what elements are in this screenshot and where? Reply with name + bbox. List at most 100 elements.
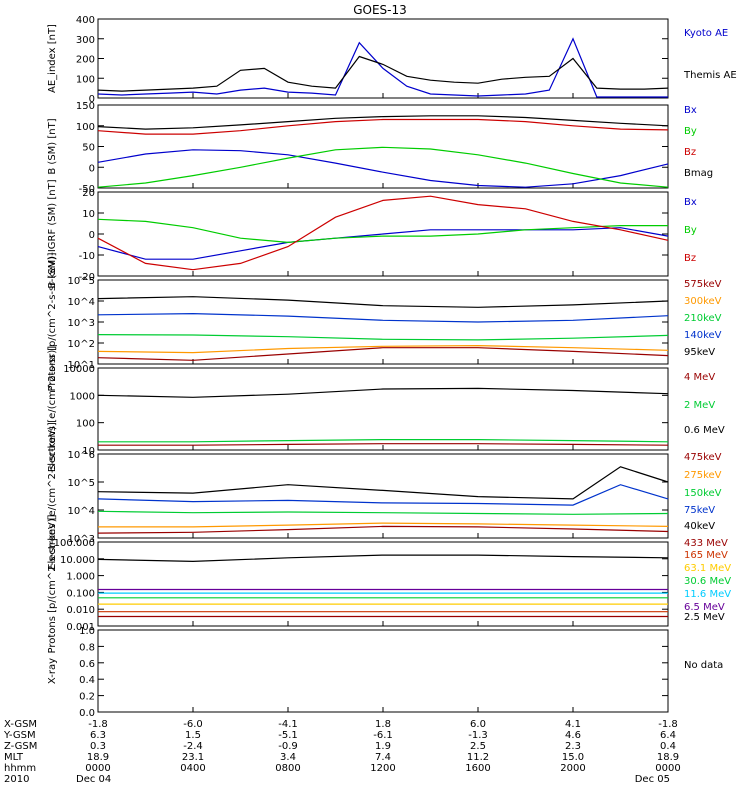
panel-8: 0.0 0.2 0.4 0.6 0.8 1.0 X-ray No data: [47, 626, 723, 719]
series-line-150kev: [97, 510, 669, 515]
x-axis-value: 2.3: [565, 741, 581, 752]
series-line-210kev: [97, 334, 669, 341]
series-line-475kev: [97, 525, 669, 534]
y-tick-label: 10.000: [60, 555, 95, 566]
series-line-140kev: [97, 312, 669, 323]
series-line-bx: [97, 227, 669, 260]
y-axis-label: B (SM)-IGRF (SM) [nT]: [47, 179, 58, 288]
x-axis-row-label: 2010: [4, 774, 29, 785]
x-axis-value: 2000: [560, 763, 585, 774]
series-line-bz: [97, 195, 669, 271]
y-tick-label: 10000: [63, 364, 95, 375]
legend-label: 95keV: [684, 347, 715, 358]
x-axis-value: 3.4: [280, 752, 296, 763]
series-line-by: [97, 146, 669, 188]
y-tick-label: -50: [79, 184, 95, 195]
legend-label: 433 MeV: [684, 538, 728, 549]
y-tick-label: 0.4: [79, 675, 95, 686]
x-axis-value: 11.2: [467, 752, 489, 763]
y-axis-label: B (SM) [nT]: [47, 118, 58, 174]
panel-frame: [97, 629, 669, 713]
panel-7: 0.001 0.010 0.100 1.000 10.000 100.000Protons…: [47, 514, 731, 653]
series-line-275kev: [98, 522, 669, 528]
legend-label: 475keV: [684, 452, 722, 463]
y-axis-label: X-ray: [47, 658, 58, 684]
series-line-themis-ae: [97, 55, 669, 92]
x-axis-value: 15.0: [562, 752, 584, 763]
series-line-0-6-mev: [97, 387, 669, 398]
legend-label: Bmag: [684, 168, 713, 179]
panel-6: 10^3 10^4 10^5 10^6 Electrons [e/(cm^2-s-sr-…: [47, 422, 722, 570]
x-axis-value: 1200: [370, 763, 395, 774]
y-tick-label: 100.000: [54, 538, 95, 549]
series-line-75kev: [97, 484, 669, 506]
y-tick-label: 10^5: [68, 276, 95, 287]
legend-label: 4 MeV: [684, 372, 715, 383]
legend-label: 275keV: [684, 470, 722, 481]
figure-title: GOES-13: [353, 3, 407, 17]
y-tick-label: 100: [76, 122, 95, 133]
x-axis-value: 6.0: [470, 719, 486, 730]
legend-label: 0.6 MeV: [684, 425, 725, 436]
x-axis-value: 6.3: [90, 730, 106, 741]
y-tick-label: 200: [76, 55, 95, 66]
x-axis-table: X-GSMY-GSMZ-GSMMLThhmm2010-1.86.30.318.9…: [3, 719, 681, 785]
y-tick-label: 0.0: [79, 708, 95, 719]
series-line-by: [97, 218, 668, 244]
x-axis-value: 4.1: [565, 719, 581, 730]
y-tick-label: 0.8: [79, 642, 95, 653]
legend-label: 140keV: [684, 330, 722, 341]
x-axis-row-label: Z-GSM: [4, 741, 37, 752]
y-tick-label: 1000: [70, 391, 95, 402]
y-tick-label: 0: [89, 163, 95, 174]
y-tick-label: 10^5: [68, 478, 95, 489]
x-axis-value: 0400: [180, 763, 205, 774]
x-axis-value: 0.3: [90, 741, 106, 752]
legend-label: 6.5 MeV: [684, 602, 725, 613]
series-line-40kev: [97, 466, 669, 500]
y-axis-label: AE_index [nT]: [47, 24, 58, 93]
x-axis-value: 0000: [655, 763, 680, 774]
y-tick-label: 1.0: [79, 626, 95, 637]
x-axis-row-label: X-GSM: [4, 719, 37, 730]
y-tick-label: 10^4: [68, 297, 95, 308]
series-line-300kev: [97, 344, 669, 354]
x-axis-value: 23.1: [182, 752, 204, 763]
x-axis-value: 0800: [275, 763, 300, 774]
y-axis-label: Protons [p/(cm^2-s-sr-keV)]: [47, 252, 58, 391]
y-tick-label: 400: [76, 15, 95, 26]
legend-label: 2.5 MeV: [684, 612, 725, 623]
legend-label: 165 MeV: [684, 550, 728, 561]
legend-label: 63.1 MeV: [684, 563, 731, 574]
y-tick-label: 0.010: [66, 605, 95, 616]
x-axis-row-label: Y-GSM: [3, 730, 36, 741]
x-axis-value: 7.4: [375, 752, 391, 763]
x-axis-value: 6.4: [660, 730, 676, 741]
y-tick-label: 0.100: [66, 588, 95, 599]
series-line-95kev: [97, 296, 669, 308]
y-axis-label: Electrons [e/(cm^2-s-sr-keV)]: [47, 422, 58, 570]
series-line-bz: [97, 118, 669, 135]
y-axis-label: Protons [p/(cm^2-s-sr-keV)]: [47, 514, 58, 653]
y-tick-label: 1.000: [66, 572, 95, 583]
panel-3: -20 -10 0 10 20 B (SM)-IGRF (SM) [nT] Bx By Bz: [47, 179, 697, 288]
x-axis-value: 4.6: [565, 730, 581, 741]
series-line-bx: [97, 149, 669, 188]
legend-label: 75keV: [684, 505, 715, 516]
x-axis-value: 1.8: [375, 719, 391, 730]
legend-label: 30.6 MeV: [684, 576, 731, 587]
y-tick-label: 10^1: [68, 360, 95, 371]
y-tick-label: 50: [82, 143, 95, 154]
series-line-kyoto-ae: [97, 37, 668, 98]
x-axis-value: -6.0: [183, 719, 203, 730]
y-tick-label: 20: [82, 188, 95, 199]
legend-label: 2 MeV: [684, 400, 715, 411]
legend-label: By: [684, 126, 697, 137]
legend-label: 300keV: [684, 296, 722, 307]
legend-label: By: [684, 225, 697, 236]
no-data-note: No data: [684, 660, 723, 671]
x-axis-value: Dec 05: [635, 774, 670, 785]
y-tick-label: 150: [76, 101, 95, 112]
y-axis-label: Electrons [e/(cm^2-s-sr)]: [47, 346, 58, 472]
